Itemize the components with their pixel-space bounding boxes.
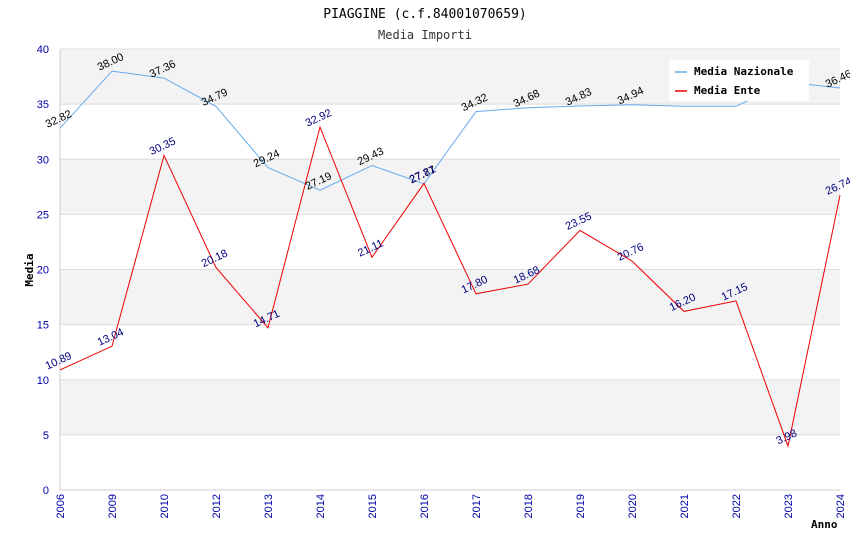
x-tick-label: 2013 — [263, 494, 275, 518]
legend-label-media-ente: Media Ente — [694, 84, 761, 97]
y-tick-label: 15 — [37, 320, 49, 332]
grid-band — [60, 379, 840, 435]
x-tick-label: 2012 — [211, 494, 223, 518]
x-tick-label: 2024 — [835, 494, 847, 518]
y-tick-label: 25 — [37, 209, 49, 221]
x-tick-label: 2016 — [419, 494, 431, 518]
x-tick-label: 2009 — [107, 494, 119, 518]
legend-box — [669, 60, 809, 101]
x-axis-ticks: 2006 2009 2010 2012 2013 2014 2015 2016 2017 2018… — [55, 494, 847, 518]
series-lines — [59, 70, 841, 448]
y-tick-label: 20 — [37, 265, 49, 277]
series-line-media-ente — [59, 125, 841, 448]
x-tick-label: 2019 — [575, 494, 587, 518]
x-tick-label: 2018 — [523, 494, 535, 518]
y-tick-label: 40 — [37, 44, 49, 56]
y-tick-label: 5 — [43, 430, 49, 442]
x-tick-label: 2022 — [731, 494, 743, 518]
y-axis-ticks: 0 5 10 15 20 25 30 35 40 — [37, 44, 49, 497]
grid-band — [60, 324, 840, 380]
legend: Media Nazionale Media Ente — [669, 60, 809, 101]
x-tick-label: 2010 — [159, 494, 171, 518]
y-tick-label: 35 — [37, 99, 49, 111]
x-tick-label: 2017 — [471, 494, 483, 518]
grid-band — [60, 269, 840, 325]
y-axis-label: Media — [23, 253, 36, 286]
chart-title: PIAGGINE (c.f.84001070659) — [323, 7, 527, 22]
x-tick-label: 2014 — [315, 494, 327, 518]
axes — [59, 49, 840, 491]
x-tick-label: 2020 — [627, 494, 639, 518]
grid-band — [60, 104, 840, 160]
y-tick-label: 0 — [43, 485, 49, 497]
y-tick-label: 30 — [37, 154, 49, 166]
x-tick-label: 2023 — [783, 494, 795, 518]
x-tick-label: 2015 — [367, 494, 379, 518]
grid-band — [60, 434, 840, 490]
legend-label-media-nazionale: Media Nazionale — [694, 65, 794, 78]
x-tick-label: 2006 — [55, 494, 67, 518]
grid-bands — [60, 49, 840, 490]
grid-band — [60, 159, 840, 215]
x-axis-label: Anno — [811, 518, 838, 531]
grid-band — [60, 214, 840, 270]
series-line-media-nazionale — [59, 70, 841, 191]
x-tick-label: 2021 — [679, 494, 691, 518]
chart-subtitle: Media Importi — [378, 28, 472, 42]
y-tick-label: 10 — [37, 375, 49, 387]
